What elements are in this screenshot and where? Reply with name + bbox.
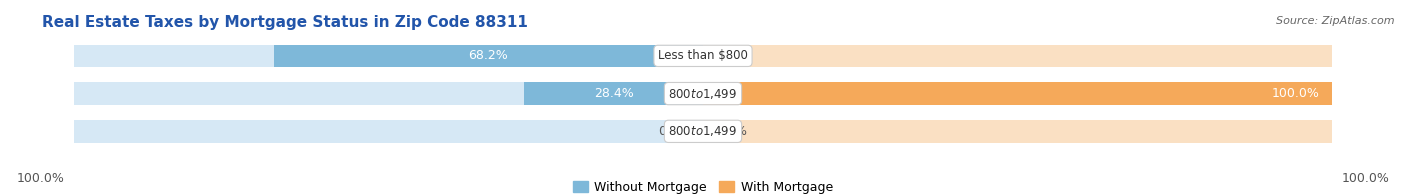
Text: 28.4%: 28.4%: [593, 87, 634, 100]
Bar: [73, 44, 1333, 67]
Text: 100.0%: 100.0%: [1341, 172, 1389, 185]
Bar: [73, 120, 703, 143]
Text: Source: ZipAtlas.com: Source: ZipAtlas.com: [1277, 16, 1395, 26]
Bar: [524, 82, 703, 105]
Text: 0.0%: 0.0%: [716, 49, 748, 62]
Bar: [73, 120, 1333, 143]
Text: 100.0%: 100.0%: [17, 172, 65, 185]
Legend: Without Mortgage, With Mortgage: Without Mortgage, With Mortgage: [568, 176, 838, 195]
Bar: [73, 82, 703, 105]
Bar: [73, 82, 1333, 105]
Bar: [703, 44, 1333, 67]
Text: 100.0%: 100.0%: [1272, 87, 1320, 100]
Bar: [703, 82, 1333, 105]
Text: 68.2%: 68.2%: [468, 49, 508, 62]
Bar: [703, 82, 1333, 105]
Bar: [703, 120, 1333, 143]
Bar: [73, 44, 703, 67]
Text: Less than $800: Less than $800: [658, 49, 748, 62]
Text: $800 to $1,499: $800 to $1,499: [668, 87, 738, 101]
Bar: [274, 44, 703, 67]
Text: Real Estate Taxes by Mortgage Status in Zip Code 88311: Real Estate Taxes by Mortgage Status in …: [42, 15, 529, 30]
Text: 0.0%: 0.0%: [716, 125, 748, 138]
Text: $800 to $1,499: $800 to $1,499: [668, 124, 738, 138]
Text: 0.0%: 0.0%: [658, 125, 690, 138]
